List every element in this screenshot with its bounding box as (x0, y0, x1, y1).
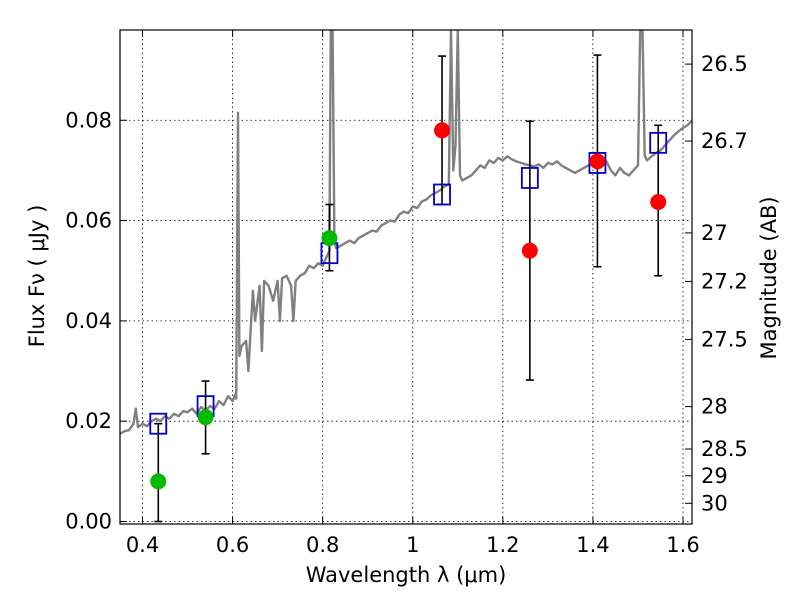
optical-data-point (197, 409, 214, 426)
x-tick-label: 1.6 (666, 533, 699, 557)
y2-tick-label: 28 (701, 395, 728, 419)
y2-tick-label: 30 (701, 491, 728, 515)
y-tick-label: 0.08 (65, 108, 112, 132)
x-tick-label: 0.6 (216, 533, 249, 557)
x-tick-label: 0.8 (306, 533, 339, 557)
y-axis: 0.00 0.02 0.04 0.06 0.08 (65, 108, 127, 533)
x-tick-label: 0.4 (126, 533, 159, 557)
y2-tick-label: 28.5 (701, 437, 748, 461)
model-photometry-square (433, 183, 451, 206)
ir-data-point (650, 194, 667, 211)
detections-layer (150, 122, 667, 490)
spectrum-line (120, 30, 692, 435)
spectrum-layer (120, 30, 692, 435)
x-axis: 0.4 0.6 0.8 1 1.2 1.4 1.6 (126, 30, 700, 557)
grid (120, 30, 692, 524)
y2-tick-label: 26.7 (701, 129, 748, 153)
errorbar-layer (154, 54, 663, 523)
ir-data-point (521, 242, 538, 259)
y-tick-label: 0.02 (65, 409, 112, 433)
optical-data-point (150, 473, 167, 490)
model-photometry-layer (149, 131, 668, 435)
model-photometry-square (520, 167, 539, 189)
y-tick-label: 0.00 (65, 509, 112, 533)
optical-data-point (321, 230, 338, 247)
ir-data-point (589, 153, 606, 170)
x-tick-label: 1.2 (486, 533, 519, 557)
y2-tick-label: 27.5 (701, 327, 748, 351)
ir-data-point (434, 122, 451, 139)
x-axis-label: Wavelength λ (μm) (306, 563, 507, 587)
y-tick-label: 0.06 (65, 209, 112, 233)
model-photometry-square (588, 152, 607, 174)
x-tick-label: 1 (406, 533, 419, 557)
y2-tick-label: 27 (701, 221, 728, 245)
y2-axis: 26.5 26.7 27 27.2 27.5 28 28.5 29 30 (685, 52, 748, 515)
y-axis-label: Flux Fν ( μJy ) (25, 205, 49, 348)
plot-frame (119, 29, 693, 525)
y2-tick-label: 26.5 (701, 52, 748, 76)
y2-tick-label: 29 (701, 464, 728, 488)
y-tick-label: 0.04 (65, 309, 112, 333)
model-photometry-square (649, 131, 668, 154)
y2-tick-label: 27.2 (701, 269, 748, 293)
y2-axis-label: Magnitude (AB) (757, 196, 781, 359)
model-photometry-square (149, 412, 168, 435)
x-tick-label: 1.4 (576, 533, 609, 557)
